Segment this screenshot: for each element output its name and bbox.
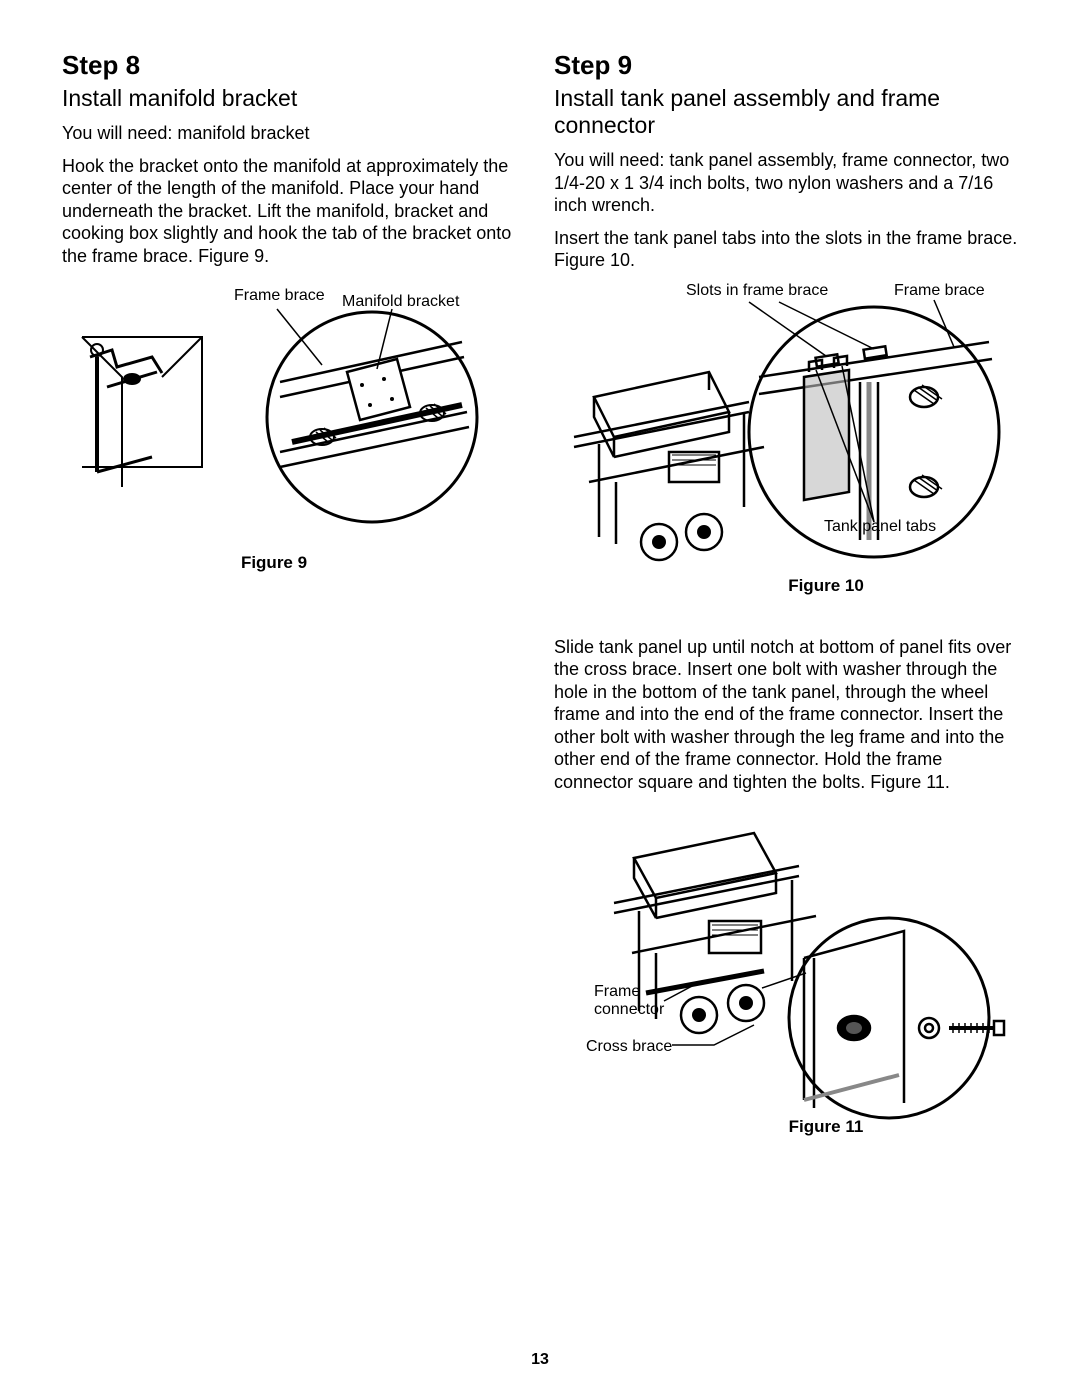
step9-need: You will need: tank panel assembly, fram… bbox=[554, 149, 1018, 217]
figure11-area: Frame connector Cross brace bbox=[554, 803, 1018, 1123]
step9-body2: Slide tank panel up until notch at botto… bbox=[554, 636, 1018, 794]
step8-body: Hook the bracket onto the manifold at ap… bbox=[62, 155, 526, 268]
two-column-layout: Step 8 Install manifold bracket You will… bbox=[62, 50, 1018, 1357]
figure9-caption: Figure 9 bbox=[22, 553, 526, 573]
label-framebrace2: Frame brace bbox=[894, 282, 985, 300]
label-frame-brace: Frame brace bbox=[234, 287, 325, 305]
step8-subheading: Install manifold bracket bbox=[62, 85, 526, 112]
left-column: Step 8 Install manifold bracket You will… bbox=[62, 50, 526, 1357]
figure9-area: Frame brace Manifold bracket bbox=[62, 287, 526, 547]
right-column: Step 9 Install tank panel assembly and f… bbox=[554, 50, 1018, 1357]
label-manifold-bracket: Manifold bracket bbox=[342, 293, 459, 311]
label-slots: Slots in frame brace bbox=[686, 282, 828, 300]
step9-subheading: Install tank panel assembly and frame co… bbox=[554, 85, 1018, 139]
figure10-area: Slots in frame brace Frame brace Tank pa… bbox=[554, 282, 1018, 582]
step9-body1: Insert the tank panel tabs into the slot… bbox=[554, 227, 1018, 272]
page: Step 8 Install manifold bracket You will… bbox=[0, 0, 1080, 1397]
step8-heading: Step 8 bbox=[62, 50, 526, 81]
page-number: 13 bbox=[0, 1351, 1080, 1369]
step8-need: You will need: manifold bracket bbox=[62, 122, 526, 145]
label-frame-connector: Frame connector bbox=[594, 983, 674, 1018]
figure11-illustration bbox=[554, 803, 1014, 1123]
figure9-illustration bbox=[62, 287, 502, 527]
label-cross-brace: Cross brace bbox=[586, 1038, 672, 1056]
label-frame-connector-text: Frame connector bbox=[594, 983, 674, 1018]
label-tank-panel-tabs: Tank panel tabs bbox=[824, 518, 936, 536]
step9-heading: Step 9 bbox=[554, 50, 1018, 81]
figure10-illustration bbox=[554, 282, 1014, 572]
